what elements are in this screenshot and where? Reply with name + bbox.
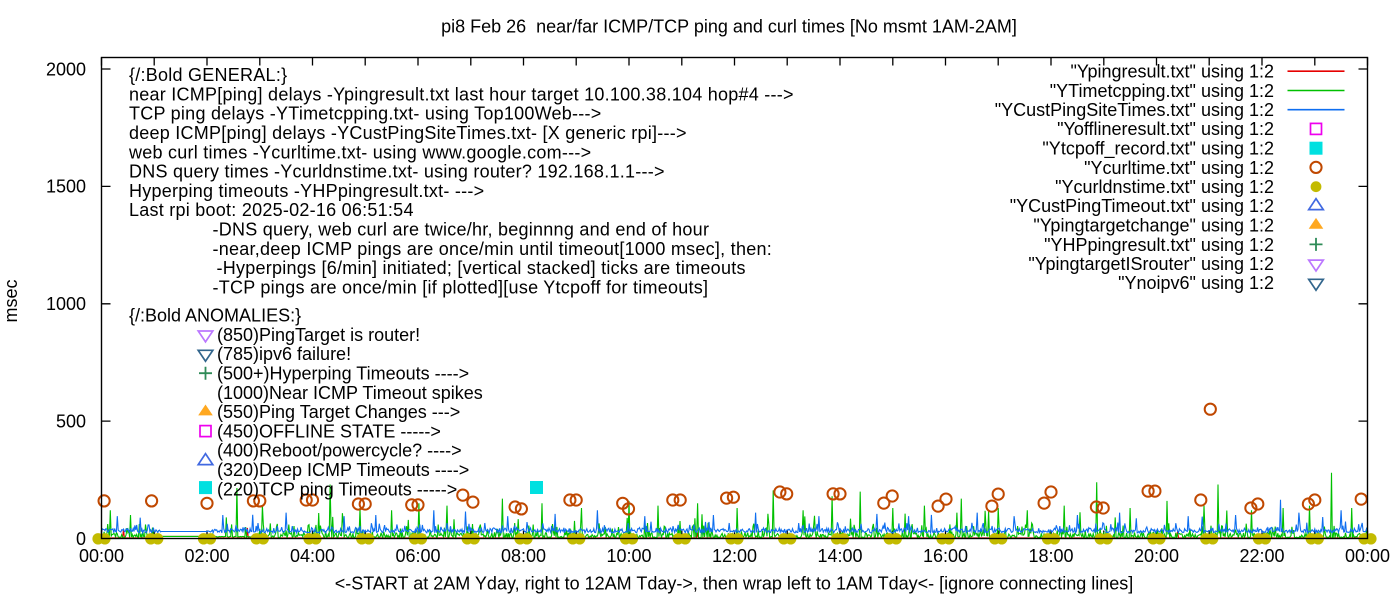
svg-text:(785)ipv6 failure!: (785)ipv6 failure! <box>217 344 351 364</box>
svg-text:"YpingtargetISrouter" using 1:: "YpingtargetISrouter" using 1:2 <box>1028 254 1274 274</box>
svg-text:18:00: 18:00 <box>1028 546 1073 566</box>
svg-text:deep ICMP[ping] delays -YCustP: deep ICMP[ping] delays -YCustPingSiteTim… <box>129 123 687 143</box>
svg-text:<-START at 2AM Yday, right to: <-START at 2AM Yday, right to 12AM Tday-… <box>335 573 1134 593</box>
svg-text:10:00: 10:00 <box>606 546 651 566</box>
svg-text:(500+)Hyperping Timeouts ---->: (500+)Hyperping Timeouts ----> <box>217 364 469 384</box>
svg-text:web curl times -Ycurltime.txt-: web curl times -Ycurltime.txt- using www… <box>128 142 591 162</box>
svg-text:1000: 1000 <box>46 294 86 314</box>
svg-text:1500: 1500 <box>46 177 86 197</box>
svg-text:TCP ping delays -YTimetcpping.: TCP ping delays -YTimetcpping.txt- using… <box>129 104 602 124</box>
svg-text:22:00: 22:00 <box>1239 546 1284 566</box>
svg-text:04:00: 04:00 <box>290 546 335 566</box>
svg-text:-near,deep ICMP pings are once: -near,deep ICMP pings are once/min until… <box>213 239 772 259</box>
svg-text:-TCP pings are once/min [if pl: -TCP pings are once/min [if plotted][use… <box>213 277 709 297</box>
svg-text:"YHPpingresult.txt" using 1:2: "YHPpingresult.txt" using 1:2 <box>1044 235 1274 255</box>
svg-text:00:00: 00:00 <box>1345 546 1390 566</box>
svg-text:-DNS query, web curl are twice: -DNS query, web curl are twice/hr, begin… <box>213 220 710 240</box>
svg-text:"Ypingtargetchange" using 1:2: "Ypingtargetchange" using 1:2 <box>1033 216 1274 236</box>
svg-text:00:00: 00:00 <box>79 546 124 566</box>
svg-text:14:00: 14:00 <box>817 546 862 566</box>
svg-text:(550)Ping Target Changes --->: (550)Ping Target Changes ---> <box>217 402 460 422</box>
svg-text:(450)OFFLINE STATE ----->: (450)OFFLINE STATE -----> <box>217 421 441 441</box>
svg-text:"Ypingresult.txt" using 1:2: "Ypingresult.txt" using 1:2 <box>1070 62 1274 82</box>
svg-text:"Ynoipv6" using 1:2: "Ynoipv6" using 1:2 <box>1118 273 1274 293</box>
svg-text:Last rpi boot: 2025-02-16 06:5: Last rpi boot: 2025-02-16 06:51:54 <box>129 200 414 220</box>
svg-text:DNS query times -Ycurldnstime.: DNS query times -Ycurldnstime.txt- using… <box>129 162 665 182</box>
svg-text:pi8 Feb 26 near/far ICMP/TCP: pi8 Feb 26 near/far ICMP/TCP ping and cu… <box>441 16 1017 36</box>
svg-text:06:00: 06:00 <box>395 546 440 566</box>
svg-text:(220)TCP ping Timeouts ----->: (220)TCP ping Timeouts -----> <box>217 479 457 499</box>
svg-text:(1000)Near ICMP Timeout spikes: (1000)Near ICMP Timeout spikes <box>217 383 483 403</box>
svg-text:"Ytcpoff_record.txt" using 1:2: "Ytcpoff_record.txt" using 1:2 <box>1042 139 1274 160</box>
svg-text:{/:Bold ANOMALIES:}: {/:Bold ANOMALIES:} <box>129 306 301 326</box>
svg-text:(400)Reboot/powercycle? ---->: (400)Reboot/powercycle? ----> <box>217 441 462 461</box>
svg-text:near ICMP[ping] delays -Ypingr: near ICMP[ping] delays -Ypingresult.txt … <box>129 84 794 104</box>
svg-text:20:00: 20:00 <box>1134 546 1179 566</box>
svg-text:msec: msec <box>1 279 21 322</box>
svg-text:"Yofflineresult.txt" using 1:2: "Yofflineresult.txt" using 1:2 <box>1057 119 1274 139</box>
svg-text:(320)Deep ICMP Timeouts ---->: (320)Deep ICMP Timeouts ----> <box>217 460 469 480</box>
svg-text:500: 500 <box>56 411 86 431</box>
svg-text:-Hyperpings [6/min] initiated;: -Hyperpings [6/min] initiated; [vertical… <box>217 258 746 278</box>
svg-text:"YCustPingTimeout.txt" using 1: "YCustPingTimeout.txt" using 1:2 <box>1010 196 1274 216</box>
svg-text:12:00: 12:00 <box>712 546 757 566</box>
svg-text:{/:Bold GENERAL:}: {/:Bold GENERAL:} <box>129 65 287 85</box>
svg-text:(850)PingTarget is router!: (850)PingTarget is router! <box>217 325 420 345</box>
svg-text:"Ycurldnstime.txt" using 1:2: "Ycurldnstime.txt" using 1:2 <box>1055 177 1274 197</box>
svg-text:"Ycurltime.txt" using 1:2: "Ycurltime.txt" using 1:2 <box>1084 158 1274 178</box>
svg-text:Hyperping timeouts -YHPpingres: Hyperping timeouts -YHPpingresult.txt- -… <box>129 181 484 201</box>
svg-text:16:00: 16:00 <box>923 546 968 566</box>
svg-text:"YCustPingSiteTimes.txt" using: "YCustPingSiteTimes.txt" using 1:2 <box>995 100 1274 120</box>
svg-text:"YTimetcpping.txt" using 1:2: "YTimetcpping.txt" using 1:2 <box>1050 81 1274 101</box>
svg-text:08:00: 08:00 <box>501 546 546 566</box>
svg-text:0: 0 <box>76 529 86 549</box>
svg-text:2000: 2000 <box>46 59 86 79</box>
svg-text:02:00: 02:00 <box>184 546 229 566</box>
